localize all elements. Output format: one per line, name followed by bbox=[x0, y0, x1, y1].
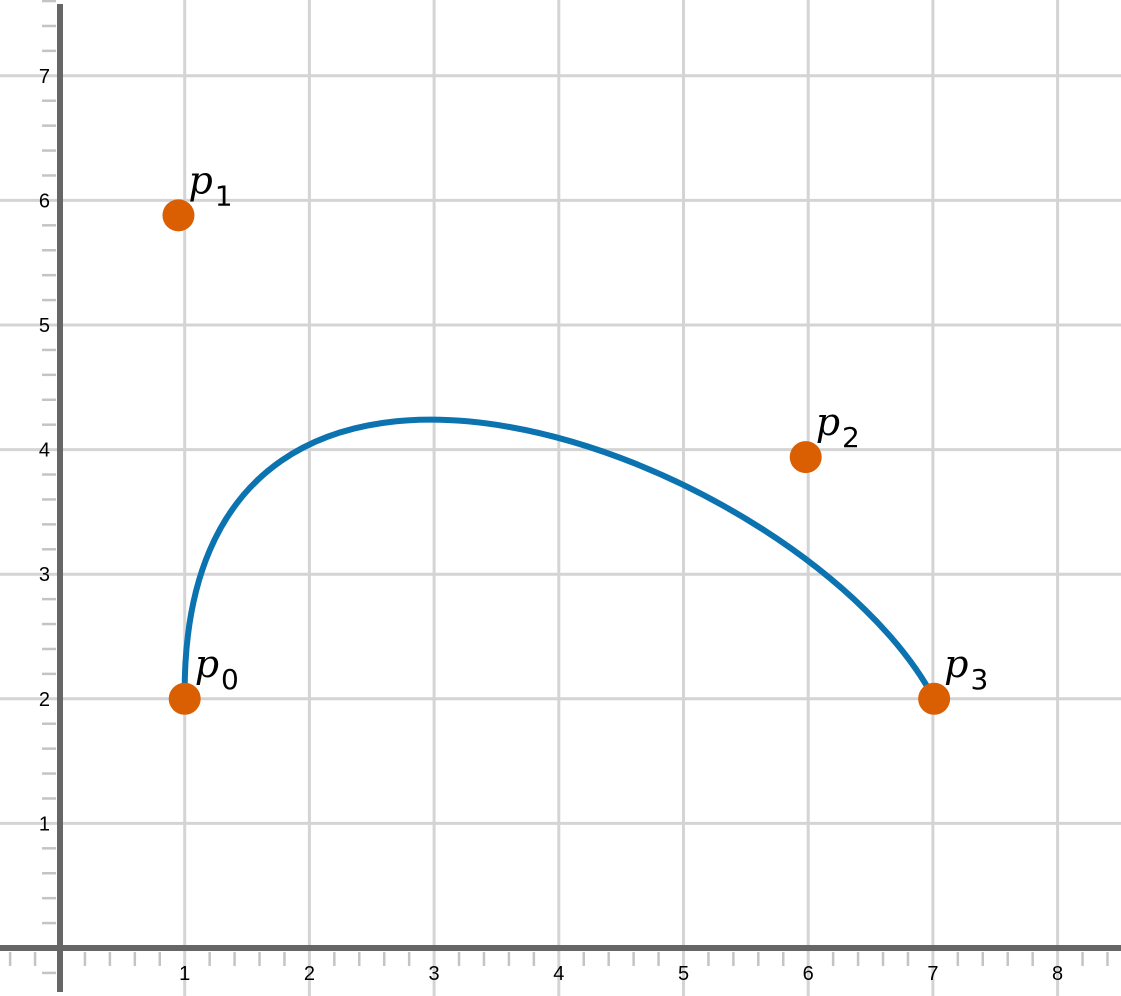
control-point-p1 bbox=[162, 199, 195, 232]
y-tick-label: 6 bbox=[39, 190, 50, 212]
y-tick-label: 7 bbox=[39, 66, 50, 88]
x-tick-label: 8 bbox=[1052, 963, 1063, 985]
x-tick-label: 5 bbox=[678, 963, 689, 985]
bezier-curve-group bbox=[181, 416, 938, 702]
y-tick-label: 2 bbox=[39, 689, 50, 711]
point-label-p0: p0 bbox=[195, 642, 239, 696]
y-tick-label: 3 bbox=[39, 564, 50, 586]
x-tick-label: 6 bbox=[803, 963, 814, 985]
x-tick-label: 4 bbox=[553, 963, 564, 985]
x-tick-label: 7 bbox=[927, 963, 938, 985]
bezier-curve bbox=[181, 416, 938, 702]
y-tick-label: 5 bbox=[39, 315, 50, 337]
x-tick-label: 3 bbox=[429, 963, 440, 985]
point-label-p1: p1 bbox=[188, 158, 232, 212]
y-tick-label: 1 bbox=[39, 813, 50, 835]
x-tick-label: 1 bbox=[179, 963, 190, 985]
control-point-p3 bbox=[918, 682, 951, 715]
minor-ticks bbox=[8, 0, 1109, 975]
control-point-p2 bbox=[789, 441, 822, 474]
control-point-p0 bbox=[168, 682, 201, 715]
point-label-p2: p2 bbox=[816, 400, 860, 454]
axes bbox=[0, 4, 1121, 992]
point-label-p3: p3 bbox=[944, 642, 988, 696]
control-points: p0 p1 p2 p3 bbox=[162, 158, 988, 715]
tick-labels: 1 2 3 4 5 6 7 8 1 2 3 4 5 6 7 bbox=[39, 66, 1063, 985]
y-tick-label: 4 bbox=[39, 440, 50, 462]
x-tick-label: 2 bbox=[304, 963, 315, 985]
